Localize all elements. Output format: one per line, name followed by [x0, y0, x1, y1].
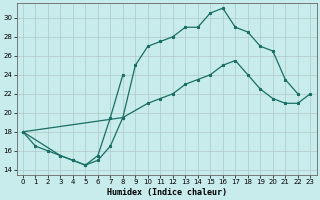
- X-axis label: Humidex (Indice chaleur): Humidex (Indice chaleur): [107, 188, 227, 197]
